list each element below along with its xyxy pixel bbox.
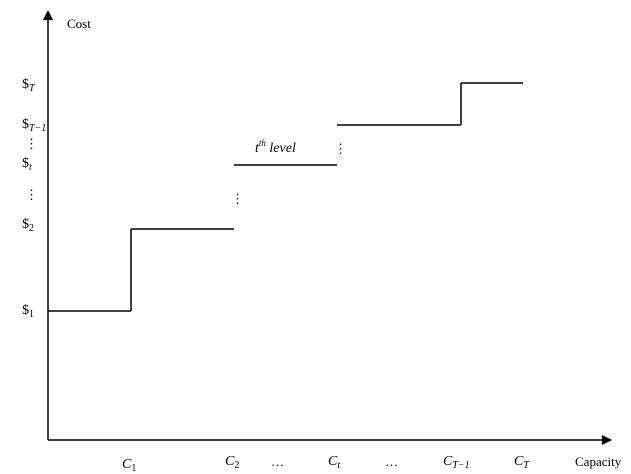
x-tick-ellipsis-2: … — [385, 454, 398, 469]
y-tick-label-t: $t — [22, 156, 32, 173]
y-tick-vdots-2: ⋮ — [25, 187, 38, 202]
x-tick-label-C1: C1 — [122, 457, 136, 474]
x-tick-ellipsis-1: … — [271, 454, 284, 469]
y-tick-label-1: $1 — [22, 303, 34, 320]
step-line — [48, 82, 523, 312]
y-tick-label-2: $2 — [22, 217, 34, 234]
y-tick-label-T: $T — [22, 77, 36, 94]
x-axis-label: Capacity — [575, 454, 622, 469]
y-tick-labels: $T $T−1 ⋮ $t ⋮ $2 $1 — [22, 77, 46, 320]
x-tick-label-C2: C2 — [225, 454, 239, 471]
x-tick-labels: C1 C2 … Ct … CT−1 CT — [122, 454, 530, 474]
vdots-annotation-2: ⋮ — [231, 191, 244, 206]
y-tick-label-T-1: $T−1 — [22, 117, 46, 134]
x-tick-label-Ct: Ct — [328, 454, 340, 471]
tth-level-annotation: tth level — [255, 138, 296, 156]
y-tick-vdots-1: ⋮ — [25, 136, 38, 151]
vdots-annotation-1: ⋮ — [334, 141, 347, 156]
x-tick-label-CT-1: CT−1 — [443, 454, 470, 471]
x-tick-label-CT: CT — [514, 454, 530, 471]
y-axis-label: Cost — [67, 16, 91, 31]
